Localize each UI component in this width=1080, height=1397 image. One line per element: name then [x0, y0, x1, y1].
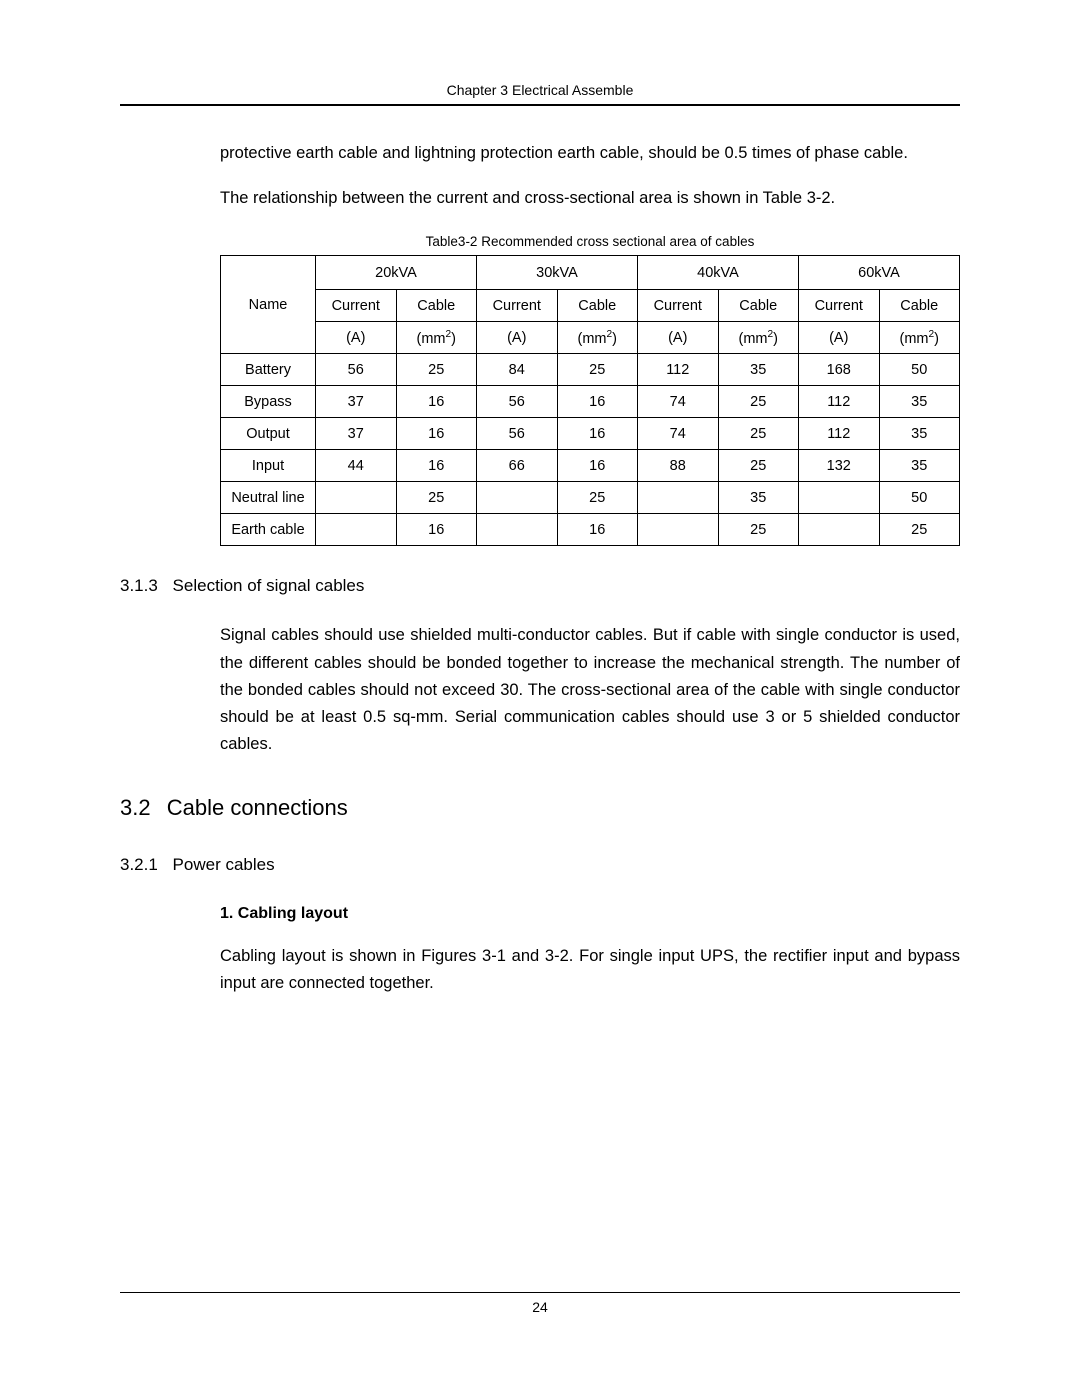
unit-cable-3: (mm2) [879, 322, 960, 354]
section-3-1-3-body: Signal cables should use shielded multi-… [220, 622, 960, 758]
unit-current-2: (A) [638, 322, 719, 354]
unit-current-1: (A) [477, 322, 558, 354]
row-name: Bypass [221, 386, 316, 418]
col-name-header: Name [221, 256, 316, 354]
cables-table: Name 20kVA 30kVA 40kVA 60kVA Current Cab… [220, 255, 960, 546]
section-number: 3.2 [120, 795, 151, 821]
table-header-row-2: Current Cable Current Cable Current Cabl… [221, 290, 960, 322]
hdr-current-0: Current [316, 290, 397, 322]
row-name: Input [221, 450, 316, 482]
hdr-current-2: Current [638, 290, 719, 322]
section-number: 3.1.3 [120, 576, 158, 596]
unit-current-0: (A) [316, 322, 397, 354]
table-header-row-1: Name 20kVA 30kVA 40kVA 60kVA [221, 256, 960, 290]
row-name: Earth cable [221, 514, 316, 546]
table-row: Neutral line 25 25 35 50 [221, 482, 960, 514]
row-name: Battery [221, 354, 316, 386]
unit-cable-1: (mm2) [557, 322, 638, 354]
group-20kva: 20kVA [316, 256, 477, 290]
table-row: Output 37 16 56 16 74 25 112 35 [221, 418, 960, 450]
page-footer: 24 [120, 1292, 960, 1315]
unit-current-3: (A) [799, 322, 880, 354]
table-row: Bypass 37 16 56 16 74 25 112 35 [221, 386, 960, 418]
section-title: Power cables [173, 855, 275, 874]
table-block: Table3-2 Recommended cross sectional are… [220, 234, 960, 546]
group-60kva: 60kVA [799, 256, 960, 290]
section-title: Cable connections [167, 795, 348, 820]
section-3-2-heading: 3.2 Cable connections [120, 795, 960, 821]
section-3-2-1-heading: 3.2.1 Power cables [120, 855, 960, 875]
page: Chapter 3 Electrical Assemble protective… [0, 0, 1080, 1075]
unit-cable-0: (mm2) [396, 322, 477, 354]
row-name: Output [221, 418, 316, 450]
chapter-title: Chapter 3 Electrical Assemble [447, 82, 634, 98]
hdr-cable-1: Cable [557, 290, 638, 322]
page-number: 24 [532, 1299, 548, 1315]
paragraph-1: protective earth cable and lightning pro… [220, 140, 960, 167]
unit-cable-2: (mm2) [718, 322, 799, 354]
table-row: Input 44 16 66 16 88 25 132 35 [221, 450, 960, 482]
paragraph-2: The relationship between the current and… [220, 185, 960, 212]
intro-paragraphs: protective earth cable and lightning pro… [220, 140, 960, 212]
cabling-layout-para: Cabling layout is shown in Figures 3-1 a… [220, 943, 960, 997]
table-row: Earth cable 16 16 25 25 [221, 514, 960, 546]
cabling-layout-title: 1. Cabling layout [220, 905, 960, 923]
table-row: Battery 56 25 84 25 112 35 168 50 [221, 354, 960, 386]
section-number: 3.2.1 [120, 855, 158, 875]
hdr-current-3: Current [799, 290, 880, 322]
group-40kva: 40kVA [638, 256, 799, 290]
section-3-1-3-para: Signal cables should use shielded multi-… [220, 622, 960, 758]
section-title: Selection of signal cables [173, 576, 365, 595]
row-name: Neutral line [221, 482, 316, 514]
table-caption: Table3-2 Recommended cross sectional are… [220, 234, 960, 249]
hdr-current-1: Current [477, 290, 558, 322]
section-3-1-3-heading: 3.1.3 Selection of signal cables [120, 576, 960, 596]
table-header-row-3: (A) (mm2) (A) (mm2) (A) (mm2) (A) (mm2) [221, 322, 960, 354]
page-header: Chapter 3 Electrical Assemble [120, 82, 960, 106]
section-3-2-1-body: 1. Cabling layout Cabling layout is show… [220, 905, 960, 997]
hdr-cable-0: Cable [396, 290, 477, 322]
hdr-cable-2: Cable [718, 290, 799, 322]
group-30kva: 30kVA [477, 256, 638, 290]
hdr-cable-3: Cable [879, 290, 960, 322]
